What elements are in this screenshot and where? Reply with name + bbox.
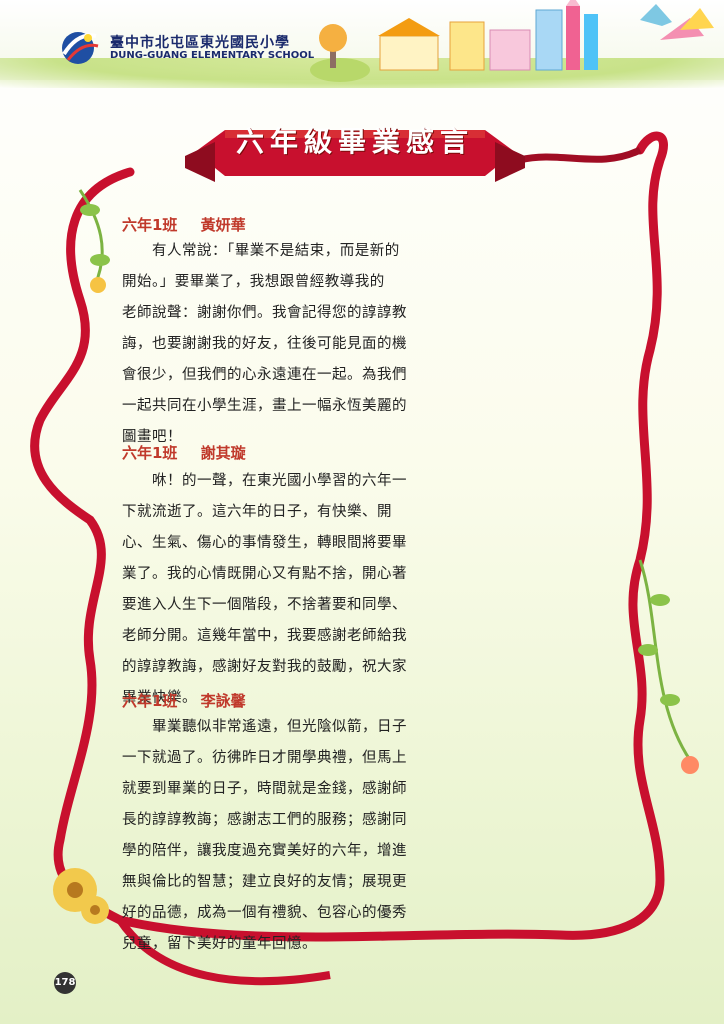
page-title: 六年級畢業感言 <box>235 125 474 158</box>
text-line: 要進入人生下一個階段，不捨著要和同學、 <box>122 597 407 613</box>
text-line: 無與倫比的智慧；建立良好的友情；展現更 <box>122 874 407 890</box>
text-line: 學的陪伴，讓我度過充實美好的六年，增進 <box>122 843 407 859</box>
section-1-text: 有人常說：「畢業不是結束，而是新的 開始。」要畢業了，我想跟曾經教導我的 老師說… <box>122 236 622 453</box>
text-line: 下就流逝了。這六年的日子，有快樂、開 <box>122 504 392 520</box>
author-name: 黃妍華 <box>200 216 246 234</box>
class-label: 六年1班 <box>122 216 178 234</box>
school-name-en: DUNG-GUANG ELEMENTARY SCHOOL <box>110 50 315 61</box>
text-line: 咻！的一聲，在東光國小學習的六年一 <box>122 473 407 489</box>
text-line: 一起共同在小學生涯，畫上一幅永恆美麗的 <box>122 398 407 414</box>
text-line: 就要到畢業的日子，時間就是金錢，感謝師 <box>122 781 407 797</box>
class-label: 六年1班 <box>122 444 178 462</box>
text-line: 會很少，但我們的心永遠連在一起。為我們 <box>122 367 407 383</box>
section-2-heading: 六年1班 謝其璇 <box>122 442 246 463</box>
text-line: 好的品德，成為一個有禮貌、包容心的優秀 <box>122 905 407 921</box>
text-line: 誨，也要謝謝我的好友，往後可能見面的機 <box>122 336 407 352</box>
text-line: 畢業快樂。 <box>122 690 197 706</box>
text-line: 有人常說：「畢業不是結束，而是新的 <box>122 243 400 259</box>
title-banner <box>185 130 525 182</box>
text-line: 一下就過了。彷彿昨日才開學典禮，但馬上 <box>122 750 407 766</box>
section-2-text: 咻！的一聲，在東光國小學習的六年一 下就流逝了。這六年的日子，有快樂、開 心、生… <box>122 466 622 714</box>
text-line: 心、生氣、傷心的事情發生，轉眼間將要畢 <box>122 535 407 551</box>
text-line: 老師說聲：謝謝你們。我會記得您的諄諄教 <box>122 305 407 321</box>
school-logo-icon <box>62 32 99 64</box>
text-line: 畢業聽似非常遙遠，但光陰似箭，日子 <box>122 719 407 735</box>
section-3-heading: 六年1班 李詠馨 <box>122 690 246 711</box>
town-scenery-decoration <box>310 0 714 82</box>
page-number: 178 <box>54 972 76 994</box>
text-line: 業了。我的心情既開心又有點不捨，開心著 <box>122 566 407 582</box>
text-line: 的諄諄教誨，感謝好友對我的鼓勵，祝大家 <box>122 659 407 675</box>
text-line: 圖畫吧！ <box>122 429 182 445</box>
section-3-text: 畢業聽似非常遙遠，但光陰似箭，日子 一下就過了。彷彿昨日才開學典禮，但馬上 就要… <box>122 712 622 960</box>
class-label: 六年1班 <box>122 692 178 710</box>
text-line: 長的諄諄教誨；感謝志工們的服務；感謝同 <box>122 812 407 828</box>
author-name: 謝其璇 <box>200 444 246 462</box>
author-name: 李詠馨 <box>200 692 246 710</box>
school-name-cn: 臺中市北屯區東光國民小學 <box>110 35 290 51</box>
text-line: 老師分開。這幾年當中，我要感謝老師給我 <box>122 628 407 644</box>
text-line: 兒童，留下美好的童年回憶。 <box>122 936 317 952</box>
section-1-heading: 六年1班 黃妍華 <box>122 214 246 235</box>
text-line: 開始。」要畢業了，我想跟曾經教導我的 <box>122 274 385 290</box>
